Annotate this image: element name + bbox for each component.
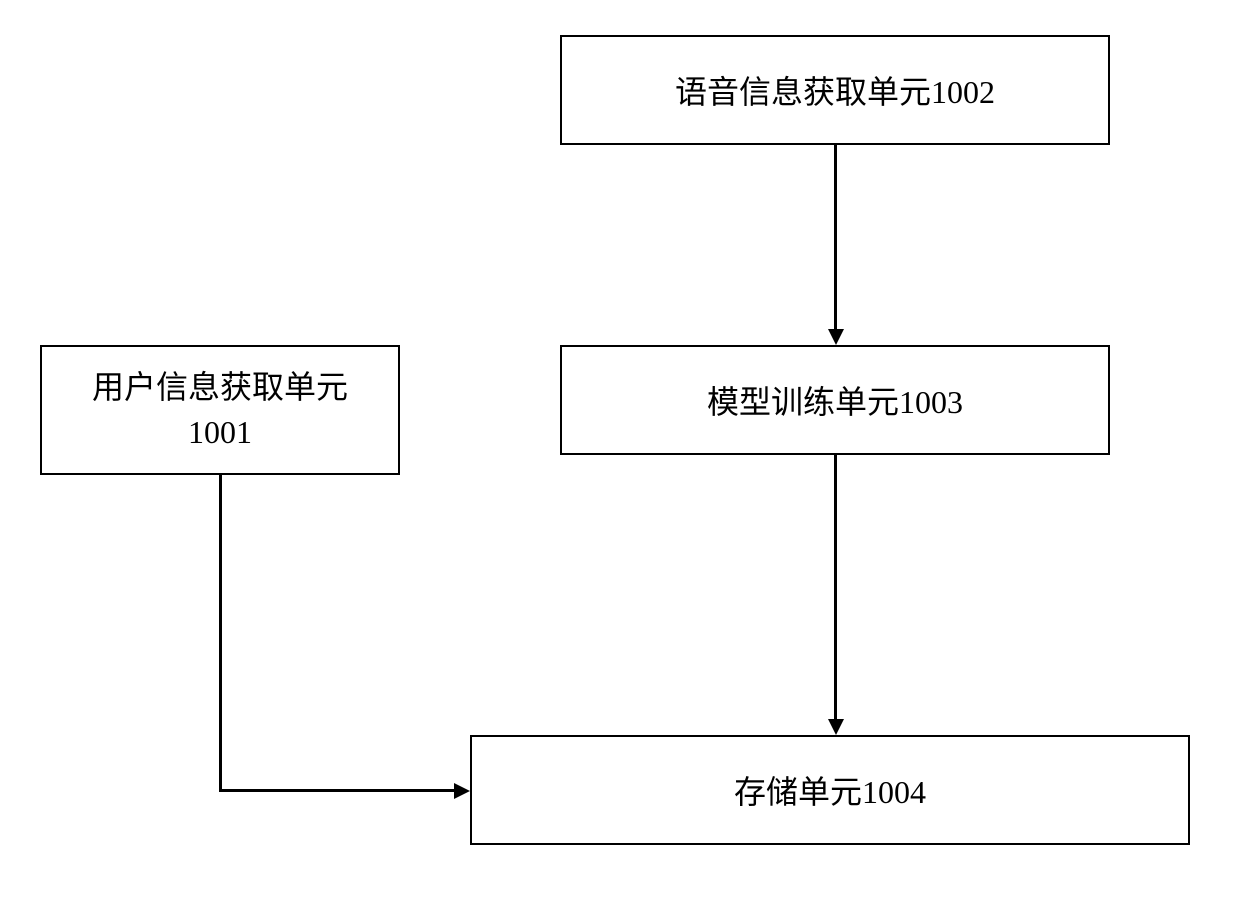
arrow-head-icon bbox=[454, 783, 470, 799]
arrow-head-icon bbox=[828, 329, 844, 345]
edge-1001-to-1004-vertical bbox=[219, 475, 222, 792]
node-label: 语音信息获取单元1002 bbox=[675, 67, 995, 113]
node-voice-info-unit: 语音信息获取单元1002 bbox=[560, 35, 1110, 145]
node-label: 存储单元1004 bbox=[734, 767, 926, 813]
node-label: 模型训练单元1003 bbox=[707, 377, 963, 423]
node-model-training-unit: 模型训练单元1003 bbox=[560, 345, 1110, 455]
node-user-info-unit: 用户信息获取单元1001 bbox=[40, 345, 400, 475]
node-storage-unit: 存储单元1004 bbox=[470, 735, 1190, 845]
edge-1003-to-1004 bbox=[834, 455, 837, 719]
edge-1001-to-1004-horizontal bbox=[219, 789, 454, 792]
node-label: 用户信息获取单元1001 bbox=[92, 365, 348, 455]
edge-1002-to-1003 bbox=[834, 145, 837, 329]
arrow-head-icon bbox=[828, 719, 844, 735]
